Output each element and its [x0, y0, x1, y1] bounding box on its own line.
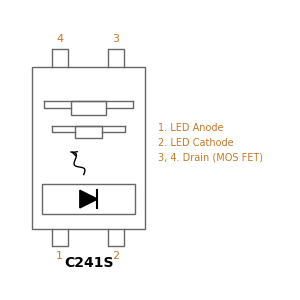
- Text: 1. LED Anode: 1. LED Anode: [158, 123, 224, 134]
- Text: 2: 2: [112, 251, 119, 261]
- Bar: [71, 101, 106, 115]
- Bar: [42, 184, 135, 214]
- Text: 3: 3: [112, 34, 119, 44]
- Text: 2. LED Cathode: 2. LED Cathode: [158, 138, 233, 148]
- Polygon shape: [80, 190, 98, 208]
- Bar: [32, 67, 145, 229]
- Text: 1: 1: [56, 251, 63, 261]
- Bar: [75, 126, 102, 138]
- Text: 3, 4. Drain (MOS FET): 3, 4. Drain (MOS FET): [158, 153, 263, 163]
- Text: C241S: C241S: [64, 256, 113, 270]
- Text: 4: 4: [56, 34, 63, 44]
